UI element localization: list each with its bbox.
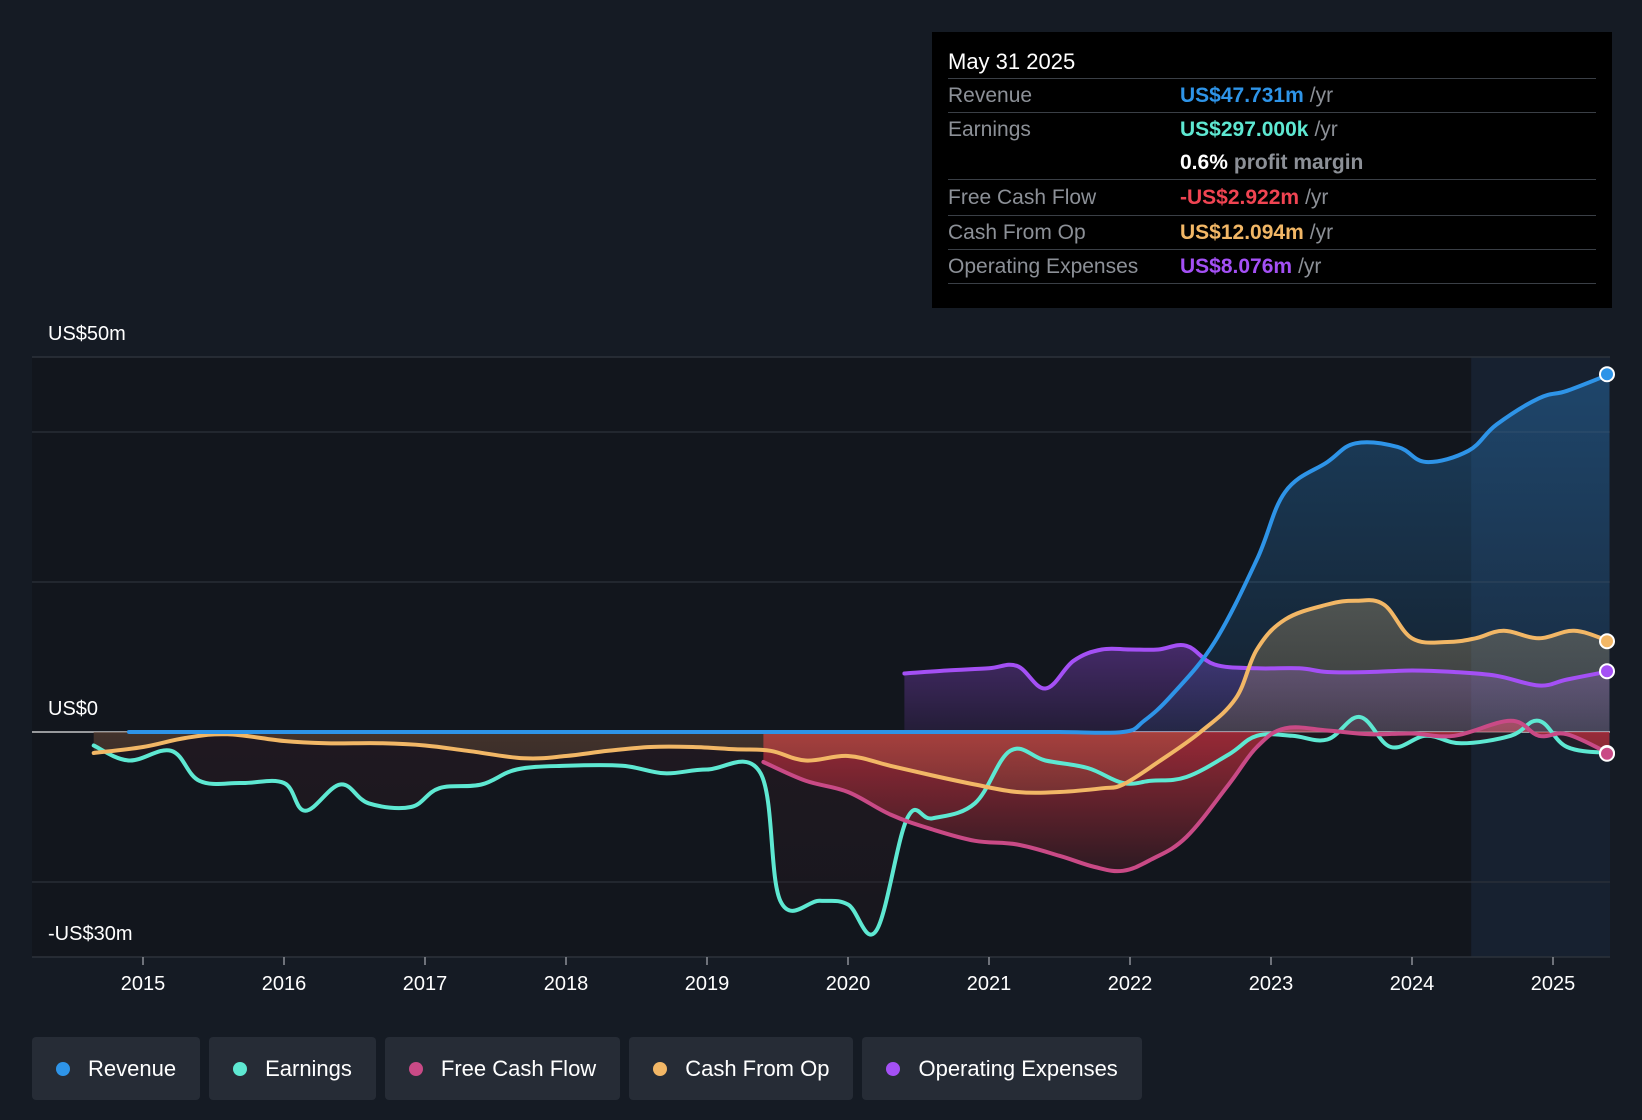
tooltip-date: May 31 2025: [948, 46, 1596, 79]
tooltip-value: 0.6%: [1180, 150, 1228, 174]
end-dot-revenue: [1599, 366, 1615, 383]
x-tick-label: 2016: [262, 973, 307, 995]
legend-label: Cash From Op: [685, 1055, 830, 1081]
x-tick-label: 2017: [403, 973, 448, 995]
tooltip-unit: /yr: [1305, 185, 1329, 209]
cash-from-op-dot-icon: [653, 1061, 668, 1076]
x-tick-label: 2024: [1390, 973, 1435, 995]
x-tick-label: 2020: [826, 973, 871, 995]
area-revenue: [128, 374, 1610, 733]
legend-item-free-cash-flow[interactable]: Free Cash Flow: [384, 1037, 621, 1100]
line-free-cash-flow: [761, 718, 1612, 874]
line-operating-expenses: [902, 643, 1612, 691]
tooltip-value: US$297.000k: [1180, 117, 1309, 141]
tooltip-label: Operating Expenses: [948, 254, 1139, 278]
tooltip-value: US$47.731m: [1180, 83, 1304, 107]
tooltip-unit: /yr: [1298, 254, 1322, 278]
operating-expenses-dot-icon: [886, 1061, 901, 1076]
tooltip-row-margin: 0.6% profit margin: [948, 146, 1596, 180]
revenue-dot-icon: [56, 1061, 70, 1076]
end-markers: [1599, 366, 1615, 762]
tooltip-unit: /yr: [1309, 83, 1334, 107]
y-label-bottom: -US$30m: [48, 923, 132, 945]
line-earnings: [91, 715, 1612, 937]
series-lines: [91, 372, 1612, 937]
end-dot-free-cash-flow: [1599, 745, 1615, 762]
tooltip-row-cfo: Cash From Op US$12.094m /yr: [948, 216, 1596, 250]
tooltip-label: Earnings: [948, 117, 1031, 141]
end-dot-operating-expenses: [1599, 663, 1615, 680]
tooltip-row-fcf: Free Cash Flow -US$2.922m /yr: [948, 180, 1596, 216]
tooltip-value: US$12.094m: [1180, 220, 1304, 244]
legend-item-operating-expenses[interactable]: Operating Expenses: [862, 1037, 1142, 1100]
legend-label: Free Cash Flow: [440, 1055, 597, 1081]
tooltip-row-revenue: Revenue US$47.731m /yr: [948, 79, 1596, 113]
x-axis-ticks: 2015 2016 2017 2018 2019 2020 2021 2022 2023 2024…: [121, 957, 1576, 995]
tooltip-panel: May 31 2025 Revenue US$47.731m /yr Earni…: [932, 32, 1612, 308]
end-dot-cash-from-op: [1599, 633, 1615, 650]
area-fills: [93, 374, 1610, 935]
area-cash-from-op: [93, 600, 1610, 793]
x-tick-label: 2025: [1531, 973, 1576, 995]
tooltip-value: -US$2.922m: [1180, 185, 1300, 209]
tooltip-label: Free Cash Flow: [948, 185, 1097, 209]
x-tick-label: 2018: [544, 973, 589, 995]
legend-label: Revenue: [88, 1055, 177, 1081]
x-tick-label: 2022: [1108, 973, 1153, 995]
x-tick-label: 2023: [1249, 973, 1294, 995]
tooltip-row-opex: Operating Expenses US$8.076m /yr: [948, 250, 1596, 284]
tooltip-label: Revenue: [948, 83, 1033, 107]
tooltip-row-earnings: Earnings US$297.000k /yr: [948, 113, 1596, 146]
legend-item-cash-from-op[interactable]: Cash From Op: [629, 1037, 854, 1100]
tooltip-unit: profit margin: [1233, 150, 1364, 174]
legend: Revenue Earnings Free Cash Flow Cash Fro…: [32, 1037, 1142, 1100]
area-earnings: [93, 716, 1610, 935]
earnings-dot-icon: [233, 1061, 248, 1076]
x-tick-label: 2021: [967, 973, 1012, 995]
chart-area: US$50m US$0 -US$30m 2015 2016 2017 2018 2019…: [32, 323, 1615, 995]
tooltip-unit: /yr: [1309, 220, 1334, 244]
free-cash-flow-dot-icon: [408, 1061, 423, 1076]
y-label-zero: US$0: [48, 698, 98, 720]
line-cash-from-op: [91, 598, 1612, 795]
tooltip-unit: /yr: [1314, 117, 1338, 141]
x-tick-label: 2019: [685, 973, 730, 995]
legend-item-revenue[interactable]: Revenue: [32, 1037, 201, 1100]
tooltip-label: Cash From Op: [948, 220, 1086, 244]
line-revenue: [126, 372, 1612, 735]
legend-item-earnings[interactable]: Earnings: [209, 1037, 376, 1100]
x-tick-label: 2015: [121, 973, 166, 995]
y-label-top: US$50m: [48, 323, 126, 345]
tooltip-value: US$8.076m: [1180, 254, 1293, 278]
legend-label: Earnings: [265, 1055, 352, 1081]
legend-label: Operating Expenses: [918, 1055, 1118, 1081]
